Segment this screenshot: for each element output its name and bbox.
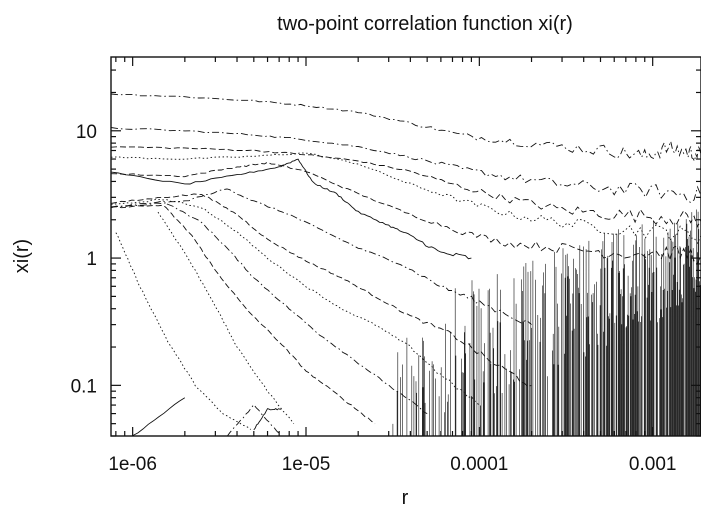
x-tick-label: 1e-05: [282, 454, 331, 475]
x-axis-label: r: [402, 487, 409, 509]
series-line-12: [157, 211, 295, 424]
series-line-11: [111, 204, 376, 425]
y-axis-label: xi(r): [11, 239, 33, 273]
noise-strokes: [392, 209, 701, 436]
x-tick-label: 0.0001: [450, 454, 508, 475]
series-line-13: [115, 232, 251, 430]
series-line-4: [111, 152, 701, 245]
series-line-2: [111, 127, 701, 203]
x-tick-label: 0.001: [629, 454, 677, 475]
series-line-1: [111, 93, 701, 163]
series-line-16: [132, 397, 186, 436]
series-line-10: [111, 200, 428, 415]
chart-title: two-point correlation function xi(r): [277, 13, 573, 35]
series-line-3: [111, 146, 701, 228]
series-line-7: [111, 188, 532, 325]
series-line-8: [111, 193, 532, 387]
y-tick-label: 1: [86, 249, 97, 270]
y-tick-label: 10: [76, 122, 97, 143]
series-line-9: [111, 198, 480, 406]
plot-frame: [110, 56, 701, 437]
noise-band: [392, 209, 701, 436]
series-line-5: [111, 161, 701, 264]
axis-ticks: 1e-06 1e-05 0.0001 0.001 0.1 1 10: [71, 57, 701, 475]
y-tick-label: 0.1: [71, 376, 97, 397]
series-group: [111, 93, 701, 436]
series-line-15: [253, 408, 282, 431]
series-line-6: [111, 158, 472, 260]
x-tick-label: 1e-06: [108, 454, 157, 475]
